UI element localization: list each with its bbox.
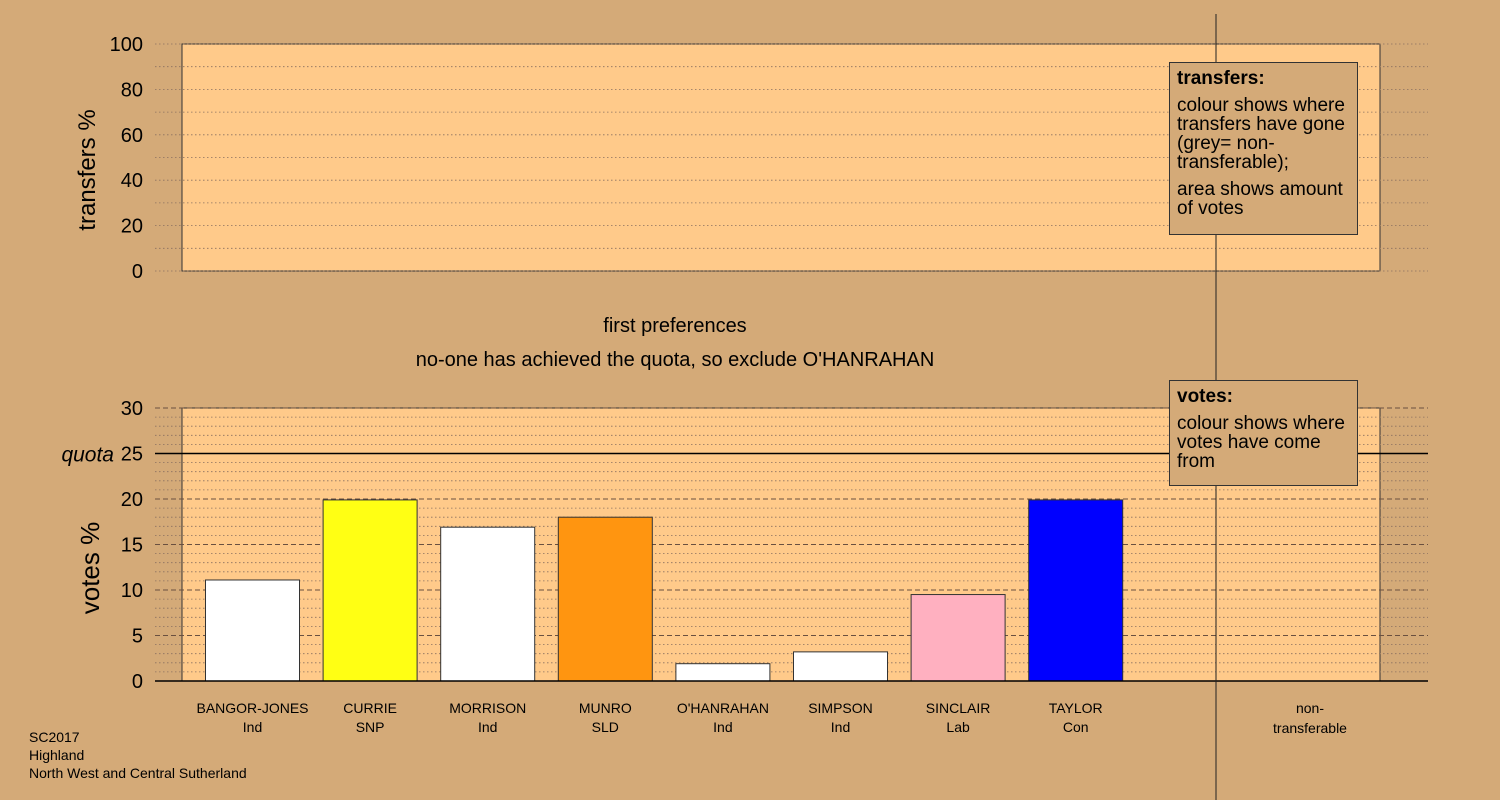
category-name-label: MORRISON	[449, 700, 526, 716]
bar-currie	[322, 499, 418, 682]
votes-bars	[205, 499, 1124, 682]
footer-election: SC2017	[29, 729, 80, 745]
transfers-y-tick-label: 40	[121, 170, 143, 192]
bar-simpson	[793, 651, 888, 682]
votes-legend: votes: colour shows where votes have com…	[1169, 380, 1358, 486]
category-labels: BANGOR-JONES Ind CURRIE SNP MORRISON Ind MUNRO…	[196, 700, 1347, 736]
chart-title: first preferences	[603, 315, 746, 337]
footer-info: SC2017 Highland North West and Central S…	[29, 728, 247, 782]
transfers-legend-text-2: area shows amount of votes	[1177, 179, 1343, 219]
bar-taylor	[1028, 499, 1124, 682]
transfers-y-tick-label: 100	[110, 34, 143, 56]
category-party-label: SLD	[592, 719, 619, 735]
votes-y-axis-label: votes %	[75, 522, 105, 615]
votes-y-tick-label: 5	[132, 626, 143, 648]
votes-y-tick-label: 0	[132, 671, 143, 693]
votes-y-tick-label: 15	[121, 535, 143, 557]
footer-ward: North West and Central Sutherland	[29, 765, 247, 781]
bar-o-hanrahan	[675, 663, 771, 682]
transfers-y-tick-label: 60	[121, 125, 143, 147]
bar-morrison	[440, 526, 536, 682]
votes-legend-text: colour shows where votes have come from	[1177, 413, 1345, 472]
transfers-legend: transfers: colour shows where transfers …	[1169, 62, 1358, 235]
votes-y-tick-label: 10	[121, 580, 143, 602]
category-name-label: SIMPSON	[808, 700, 873, 716]
votes-y-tick-label: 25	[121, 444, 143, 466]
votes-y-tick-label: 30	[121, 398, 143, 420]
bar-sinclair	[910, 594, 1006, 682]
category-party-label: Ind	[478, 719, 497, 735]
category-name-label: MUNRO	[579, 700, 632, 716]
quota-label: quota	[61, 444, 114, 467]
category-party-label: Ind	[243, 719, 262, 735]
chart-subtitle: no-one has achieved the quota, so exclud…	[416, 349, 935, 371]
category-party-label: SNP	[356, 719, 385, 735]
bar-munro	[557, 516, 653, 682]
transfers-y-ticks: 0 20 40 60 80 100	[110, 34, 143, 283]
transfers-y-axis-label: transfers %	[74, 109, 101, 230]
category-party-label: Ind	[713, 719, 732, 735]
transfers-legend-title: transfers:	[1177, 68, 1265, 89]
category-name-label: BANGOR-JONES	[196, 700, 308, 716]
category-name-label: O'HANRAHAN	[677, 700, 769, 716]
votes-y-tick-label: 20	[121, 489, 143, 511]
votes-legend-title: votes:	[1177, 386, 1233, 407]
bar-bangor-jones	[205, 579, 300, 682]
category-name-label: SINCLAIR	[926, 700, 991, 716]
category-party-label: Con	[1063, 719, 1089, 735]
nontransferable-label-line1: non-	[1296, 700, 1324, 716]
votes-y-ticks: 0 5 10 15 20 25 30	[121, 398, 143, 693]
transfers-y-tick-label: 20	[121, 216, 143, 238]
transfers-legend-text-1: colour shows where transfers have gone (…	[1177, 95, 1345, 173]
nontransferable-label-line2: transferable	[1273, 720, 1347, 736]
category-party-label: Ind	[831, 719, 850, 735]
footer-council: Highland	[29, 747, 85, 763]
category-name-label: CURRIE	[343, 700, 397, 716]
transfers-y-tick-label: 0	[132, 261, 143, 283]
transfers-y-tick-label: 80	[121, 79, 143, 101]
category-party-label: Lab	[946, 719, 970, 735]
category-name-label: TAYLOR	[1049, 700, 1103, 716]
